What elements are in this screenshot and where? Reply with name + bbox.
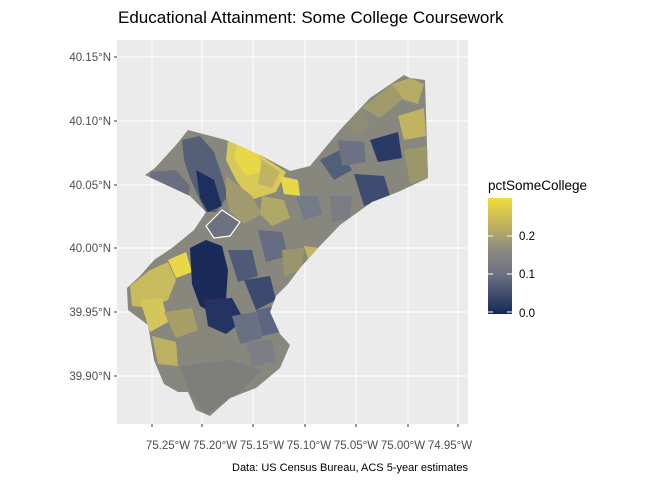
- tract-patch: [164, 308, 198, 338]
- chart-title: Educational Attainment: Some College Cou…: [118, 8, 504, 27]
- legend-label: 0.0: [519, 308, 535, 320]
- tract-patch: [398, 108, 426, 140]
- x-tick-label: 75.05°W: [334, 440, 378, 452]
- tract-patch: [232, 312, 262, 344]
- tract-patch: [392, 78, 424, 104]
- tract-patch: [226, 176, 262, 224]
- tract-patch: [330, 196, 352, 222]
- highlighted-tract: [205, 209, 241, 239]
- tract-patch: [282, 248, 304, 276]
- tract-patch: [338, 140, 366, 166]
- legend-label: 0.1: [519, 269, 535, 281]
- tract-patch: [404, 146, 428, 184]
- y-tick-label: 40.10°N: [69, 116, 111, 128]
- x-tick-label: 75.20°W: [193, 440, 237, 452]
- legend-label: 0.2: [519, 231, 535, 243]
- tract-patch: [354, 174, 390, 206]
- tract-patch: [180, 360, 262, 414]
- tract-patch: [196, 170, 222, 212]
- tract-patch: [130, 262, 176, 308]
- tract-patch: [168, 252, 192, 278]
- y-tick-label: 39.95°N: [69, 307, 111, 319]
- x-tick-label: 75.25°W: [146, 440, 190, 452]
- tract-patch: [246, 340, 276, 366]
- tract-patch: [344, 108, 370, 136]
- x-tick-label: 74.95°W: [428, 440, 472, 452]
- tract-patch: [228, 250, 258, 282]
- x-tick-label: 75.10°W: [287, 440, 331, 452]
- tract-patches: [130, 78, 428, 414]
- tract-patch: [190, 240, 228, 314]
- tract-patch: [260, 196, 290, 226]
- caption: Data: US Census Bureau, ACS 5-year estim…: [232, 462, 468, 474]
- philadelphia-tracts-map: [127, 75, 428, 416]
- x-axis: 75.25°W 75.20°W 75.15°W 75.10°W 75.05°W …: [146, 424, 472, 452]
- y-tick-label: 40.05°N: [69, 180, 111, 192]
- tract-patch: [280, 176, 300, 196]
- y-axis: 40.15°N 40.10°N 40.05°N 40.00°N 39.95°N …: [69, 52, 117, 383]
- tract-patch: [152, 336, 178, 366]
- tract-patch: [244, 276, 276, 310]
- tract-patch: [258, 230, 288, 262]
- tract-patch: [296, 196, 322, 220]
- tract-patch: [258, 160, 280, 188]
- x-tick-label: 75.15°W: [240, 440, 284, 452]
- x-tick-label: 75.00°W: [381, 440, 425, 452]
- tract-patch: [370, 132, 402, 162]
- tract-patch: [204, 298, 244, 334]
- legend-title: pctSomeCollege: [488, 178, 587, 193]
- tract-patch: [140, 298, 168, 332]
- y-tick-label: 40.00°N: [69, 243, 111, 255]
- tract-patch: [362, 84, 404, 118]
- legend-colorbar: [488, 198, 512, 314]
- legend: pctSomeCollege 0.2 0.1 0.0: [488, 178, 587, 320]
- y-tick-label: 39.90°N: [69, 371, 111, 383]
- y-tick-label: 40.15°N: [69, 52, 111, 64]
